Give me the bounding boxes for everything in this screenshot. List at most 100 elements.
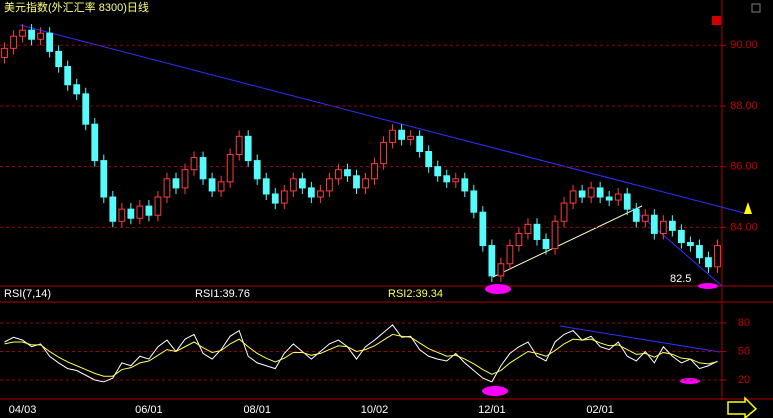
candle-body bbox=[605, 196, 613, 201]
candle-body bbox=[100, 160, 108, 198]
candle-body bbox=[1, 47, 8, 58]
candle-body bbox=[28, 29, 35, 40]
highlight bbox=[482, 386, 508, 396]
candle-body bbox=[244, 135, 252, 162]
candle-body bbox=[687, 242, 694, 247]
highlight bbox=[680, 378, 700, 384]
candle-body bbox=[443, 175, 451, 183]
candle-body bbox=[109, 196, 117, 222]
candle-body bbox=[542, 238, 550, 250]
chart-title: 美元指数(外汇汇率 8300)日线 bbox=[4, 0, 149, 14]
candle-body bbox=[533, 223, 541, 240]
candle-body bbox=[163, 178, 171, 198]
candle-body bbox=[515, 232, 523, 247]
candle-body bbox=[46, 32, 54, 52]
candle-body bbox=[289, 178, 297, 192]
candle-body bbox=[145, 205, 153, 216]
y-tick-label: 50 bbox=[738, 345, 750, 357]
candle-body bbox=[253, 160, 261, 180]
candle-body bbox=[19, 29, 26, 37]
x-tick-label: 08/01 bbox=[243, 404, 271, 416]
y-tick-label: 86.00 bbox=[730, 161, 758, 173]
candle-body bbox=[677, 229, 685, 244]
candle-body bbox=[714, 245, 721, 268]
candle-body bbox=[587, 187, 595, 198]
annotation: 82.5 bbox=[670, 273, 691, 285]
candle-body bbox=[560, 202, 568, 222]
candle-body bbox=[190, 157, 198, 171]
candle-body bbox=[434, 166, 442, 177]
x-tick-label: 02/01 bbox=[586, 404, 614, 416]
highlight bbox=[698, 283, 718, 289]
trend-line bbox=[19, 24, 749, 215]
candle-body bbox=[298, 178, 306, 189]
x-tick-label: 06/01 bbox=[135, 404, 163, 416]
marker bbox=[744, 202, 752, 214]
x-tick-label: 04/03 bbox=[9, 404, 37, 416]
candle-body bbox=[398, 129, 406, 140]
candle-body bbox=[362, 178, 369, 189]
legend-label: RSI2:39.34 bbox=[388, 288, 443, 300]
candle-body bbox=[407, 135, 415, 140]
highlight bbox=[485, 284, 511, 294]
candle-body bbox=[696, 245, 703, 259]
candle-body bbox=[199, 157, 207, 180]
y-tick-label: 88.00 bbox=[730, 100, 758, 112]
candle-body bbox=[226, 154, 234, 183]
y-tick-label: 80 bbox=[738, 317, 750, 329]
candle-body bbox=[524, 223, 532, 234]
y-tick-label: 20 bbox=[738, 374, 750, 386]
candle-body bbox=[371, 163, 378, 180]
rsi-line bbox=[4, 333, 718, 377]
candle-body bbox=[316, 190, 324, 198]
candle-body bbox=[353, 175, 360, 189]
candle-body bbox=[82, 93, 90, 125]
candle-body bbox=[271, 193, 279, 204]
candle-body bbox=[154, 196, 162, 216]
candle-body bbox=[416, 135, 424, 152]
candle-body bbox=[389, 129, 396, 143]
candle-body bbox=[73, 84, 81, 95]
candle-body bbox=[614, 193, 622, 201]
candle-body bbox=[280, 190, 288, 204]
candle-body bbox=[650, 214, 658, 234]
scroll-button[interactable] bbox=[727, 396, 758, 418]
candle-body bbox=[235, 135, 243, 156]
candle-body bbox=[307, 187, 315, 198]
candle-body bbox=[641, 214, 649, 222]
candle-body bbox=[136, 205, 144, 219]
candle-body bbox=[668, 220, 676, 231]
candle-body bbox=[326, 178, 333, 192]
candle-body bbox=[344, 169, 351, 177]
candle-body bbox=[705, 257, 712, 268]
candle-body bbox=[181, 169, 189, 189]
candle-body bbox=[596, 187, 604, 198]
trend-line bbox=[492, 205, 643, 278]
candle-body bbox=[659, 220, 667, 234]
candle-body bbox=[380, 141, 387, 165]
rsi-line bbox=[4, 324, 718, 383]
x-tick-label: 10/02 bbox=[361, 404, 389, 416]
icon[interactable] bbox=[751, 3, 761, 13]
candle-body bbox=[470, 190, 478, 213]
candle-body bbox=[64, 66, 72, 86]
indicator-label: RSI(7,14) bbox=[4, 288, 51, 300]
candle-body bbox=[335, 169, 342, 180]
candle-body bbox=[262, 178, 270, 195]
candle-body bbox=[118, 208, 126, 222]
candle-body bbox=[172, 178, 180, 189]
candle-body bbox=[461, 178, 469, 192]
candle-body bbox=[578, 190, 586, 198]
icon[interactable] bbox=[712, 16, 721, 25]
y-tick-label: 90.00 bbox=[730, 39, 758, 51]
candle-body bbox=[632, 208, 640, 222]
candle-body bbox=[217, 181, 225, 192]
trend-line bbox=[559, 325, 721, 353]
legend-label: RSI1:39.76 bbox=[195, 288, 250, 300]
candle-body bbox=[208, 178, 216, 192]
x-tick-label: 12/01 bbox=[478, 404, 506, 416]
candle-body bbox=[452, 178, 460, 183]
candle-body bbox=[479, 211, 487, 247]
